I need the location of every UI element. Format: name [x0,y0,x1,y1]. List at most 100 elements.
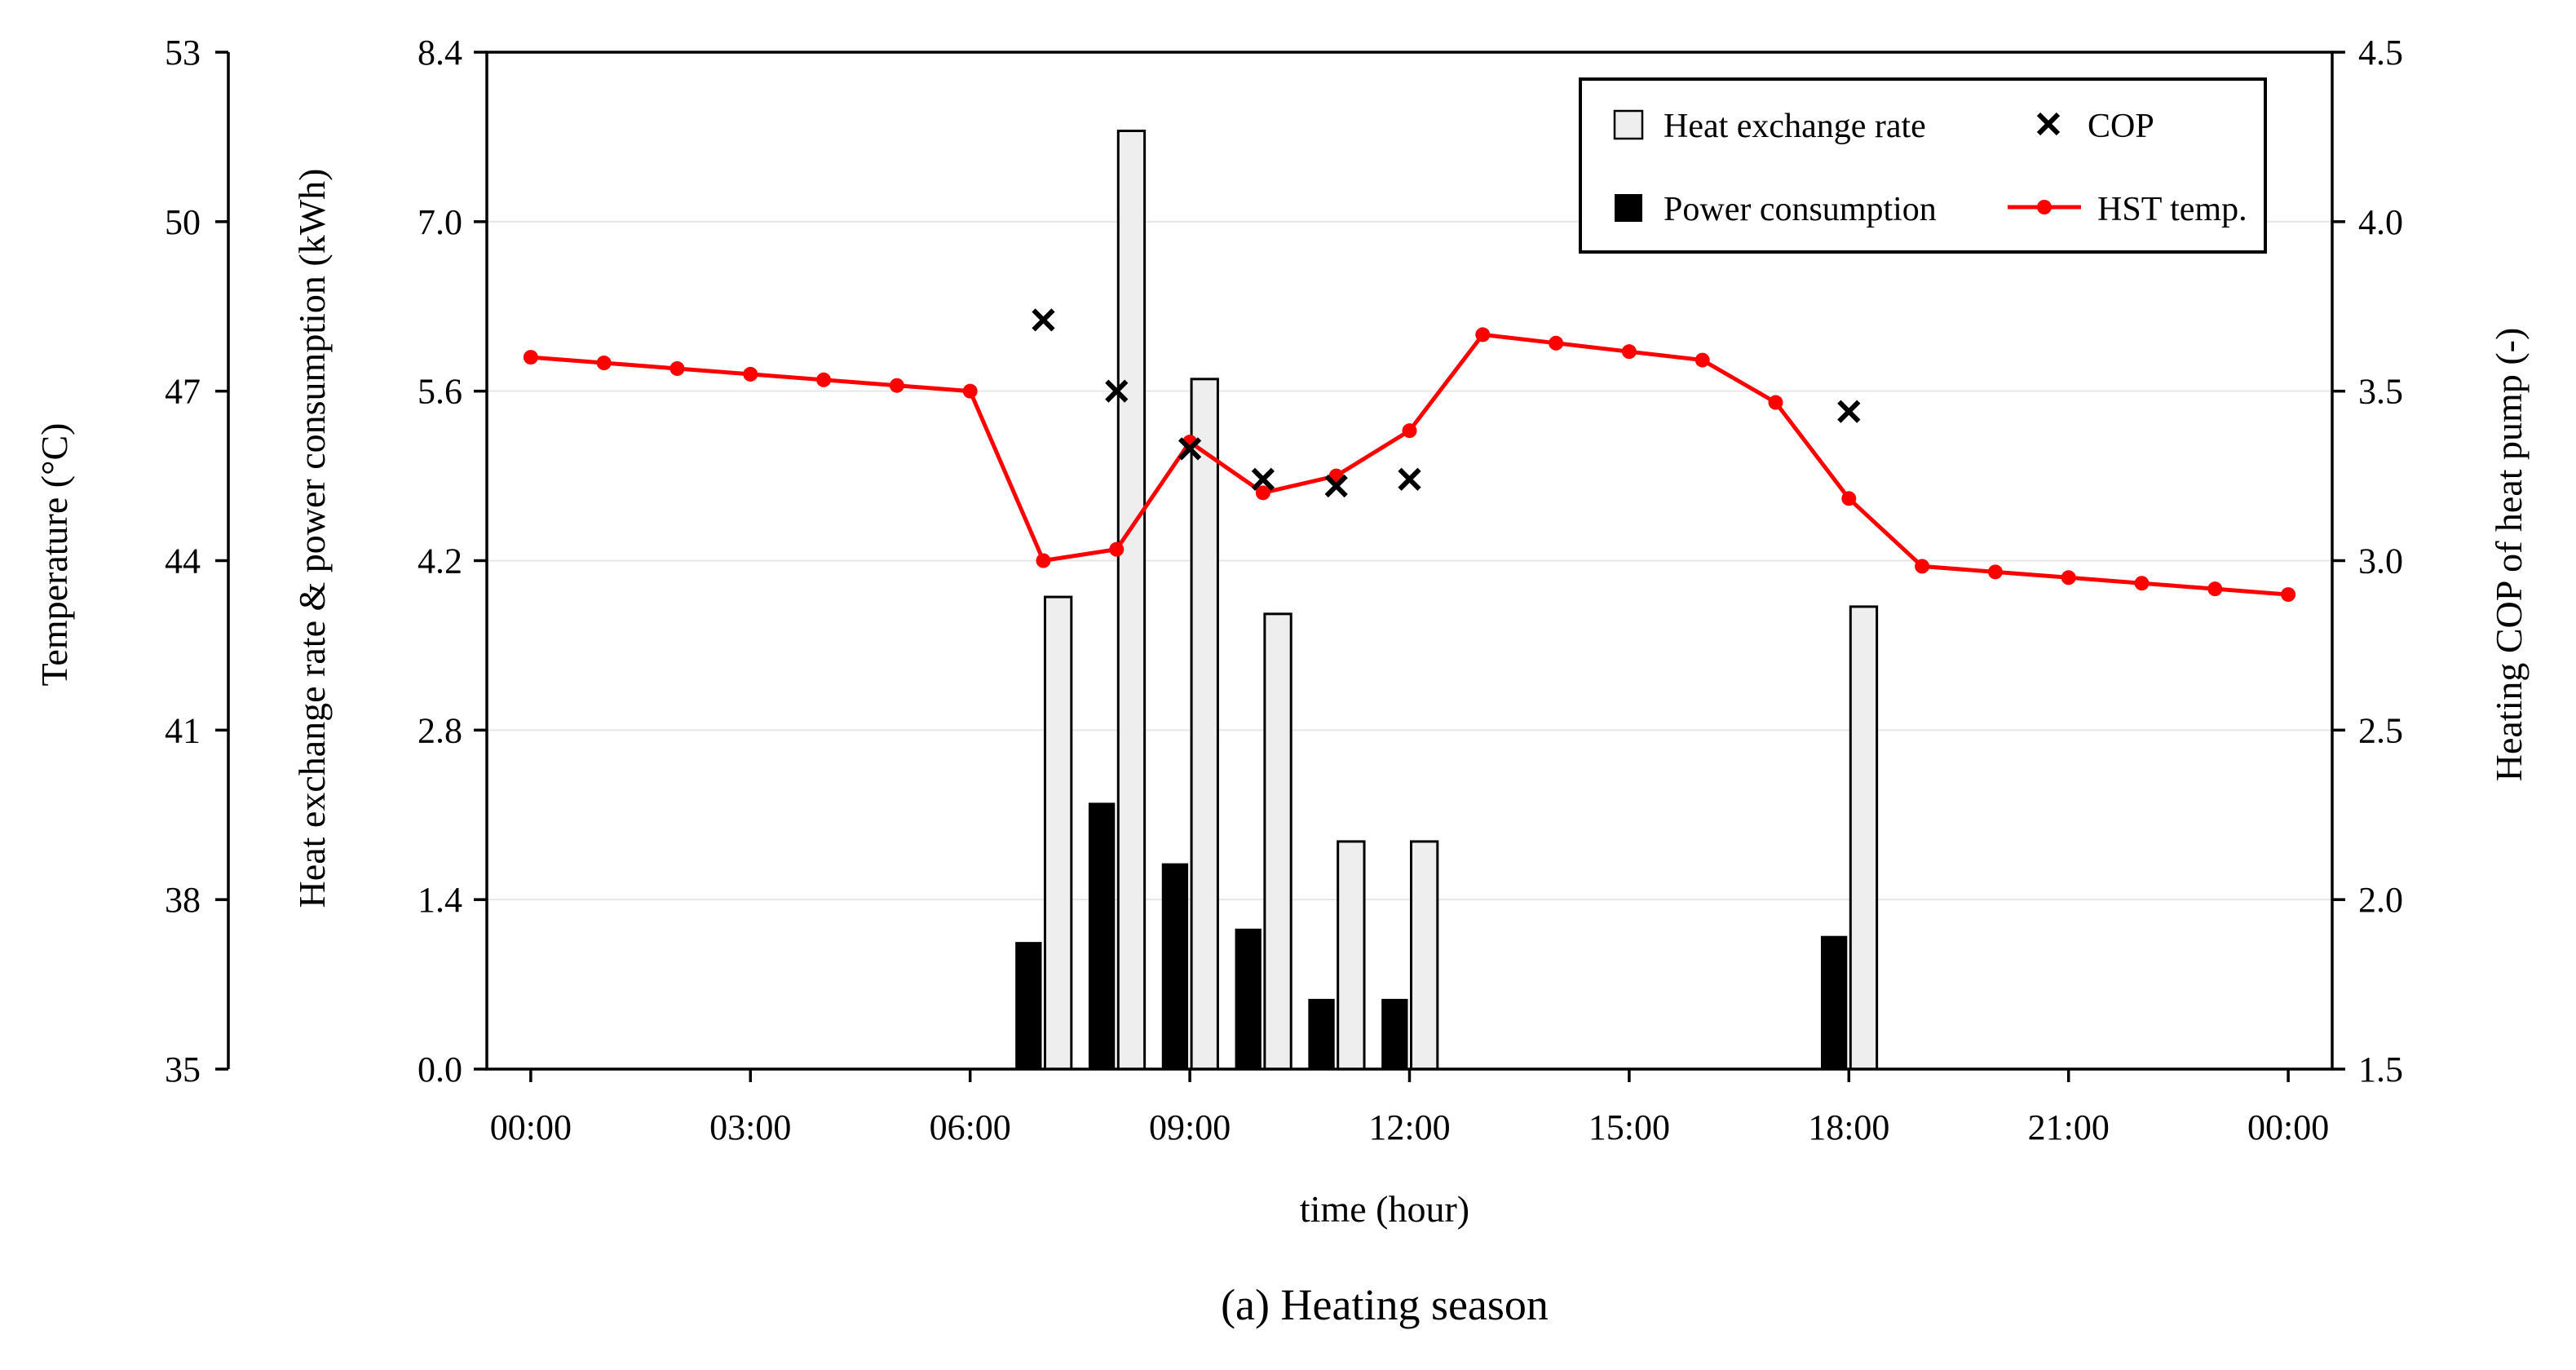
hst-temp-line [530,332,2289,597]
hst-temp-point [669,360,685,376]
energy-tick-label: 2.8 [418,710,462,750]
legend-swatch-power [1615,194,1642,222]
energy-tick-label: 1.4 [418,880,462,920]
x-tick-label: 15:00 [1588,1107,1670,1147]
cop-tick-label: 1.5 [2358,1050,2403,1089]
cop-point [1178,437,1202,461]
x-axis-title: time (hour) [1300,1188,1469,1230]
cop-axis-title: Heating COP of heat pump (-) [2488,328,2530,782]
temperature-tick-label: 50 [165,202,201,242]
x-tick-label: 18:00 [1808,1107,1889,1147]
cop-point [1837,400,1861,423]
cop-marker-stroke [1178,437,1202,461]
cop-tick-label: 4.0 [2358,202,2403,242]
heat-exchange-bar [1116,129,1147,1071]
power-consumption-bar [1161,863,1189,1069]
hst-temp-point [1255,485,1270,501]
cop-series [1032,308,1861,498]
power-consumption-bar [1235,928,1261,1069]
cop-marker-stroke [1251,467,1275,491]
hst-temp-point [1915,559,1930,574]
legend-label-cop: COP [2088,108,2154,145]
cop-tick-label: 3.5 [2358,372,2403,412]
legend-frame [1579,77,2267,254]
heat-exchange-bar [1337,840,1366,1071]
hst-temp-point [1768,395,1783,410]
heat-exchange-bar [1190,378,1219,1071]
x-tick-label: 00:00 [2247,1107,2329,1147]
x-tick-label: 12:00 [1368,1107,1450,1147]
hst-temp-point [1987,564,2003,580]
heat-exchange-bar [1043,595,1073,1071]
figure-caption: (a) Heating season [1221,1280,1549,1329]
hst-temp-point [523,350,538,365]
temperature-tick-label: 41 [165,710,201,750]
hst-temp-point [596,356,612,371]
hst-temp-point [1402,423,1417,439]
cop-tick-label: 4.5 [2358,33,2403,73]
hst-temp-point [1621,344,1637,360]
energy-tick-label: 4.2 [418,541,462,581]
cop-tick-label: 2.0 [2358,880,2403,920]
x-tick-label: 00:00 [490,1107,572,1147]
cop-marker-stroke [1032,308,1055,332]
power-consumption-bar [1088,802,1116,1069]
energy-tick-label: 0.0 [418,1050,462,1089]
cop-point [1398,467,1421,491]
hst-temp-point [1841,491,1857,506]
cop-point [1251,467,1275,491]
gridlines [487,220,2332,901]
x-tick-label: 03:00 [709,1107,791,1147]
temperature-tick-label: 35 [165,1050,201,1089]
legend-label-power: Power consumption [1664,191,1937,228]
hst-temp-series [523,327,2296,603]
heat-exchange-bar [1410,840,1439,1071]
hst-temp-point [962,383,978,399]
temperature-tick-label: 44 [165,541,201,581]
energy-tick-label: 5.6 [418,372,462,412]
hst-temp-point [1036,553,1051,568]
legend: Heat exchange rate COP Power consumption… [1579,77,2267,254]
legend-hst-marker [2008,200,2081,214]
legend-swatch-heat-exchange [1613,109,1644,140]
temperature-tick-label: 38 [165,880,201,920]
cop-marker-stroke [1398,467,1421,491]
cop-point [1324,474,1348,498]
cop-marker-stroke [1105,379,1129,403]
bar-series [1015,129,1879,1071]
temperature-tick-label: 53 [165,33,201,73]
hst-temp-point [889,378,904,393]
cop-point [1032,308,1055,332]
hst-temp-point [1695,352,1710,368]
heat-exchange-bar [1263,612,1292,1071]
cop-tick-label: 2.5 [2358,710,2403,750]
legend-label-heat-exchange: Heat exchange rate [1664,108,1926,145]
energy-tick-label: 8.4 [418,33,462,73]
power-consumption-bar [1381,998,1408,1069]
hst-temp-point [816,372,832,387]
power-consumption-bar [1015,942,1042,1069]
power-consumption-bar [1820,935,1848,1069]
hst-temp-point [1475,327,1491,342]
cop-marker-stroke [1837,400,1861,423]
x-tick-label: 09:00 [1149,1107,1231,1147]
hst-temp-point [2281,587,2296,603]
x-tick-label: 21:00 [2028,1107,2110,1147]
hst-temp-point [2207,581,2223,597]
hst-temp-point [2134,576,2150,591]
cop-point [1105,379,1129,403]
cop-marker-stroke [1324,474,1348,498]
power-consumption-bar [1308,998,1335,1069]
axes: 35 38 41 44 47 50 53 0.0 1.4 2.8 4.2 5.6 7.0 8.4 1.5 2.… [165,33,2403,1147]
energy-axis-title: Heat exchange rate & power consumption (… [291,169,333,908]
temperature-axis-title: Temperature (°C) [33,423,75,687]
hst-temp-point [1549,335,1564,351]
legend-cop-marker [2036,112,2061,136]
hst-temp-point [2061,570,2076,586]
x-tick-label: 06:00 [930,1107,1011,1147]
legend-label-hst: HST temp. [2097,191,2247,228]
energy-tick-label: 7.0 [418,202,462,242]
hst-temp-point [743,366,758,382]
